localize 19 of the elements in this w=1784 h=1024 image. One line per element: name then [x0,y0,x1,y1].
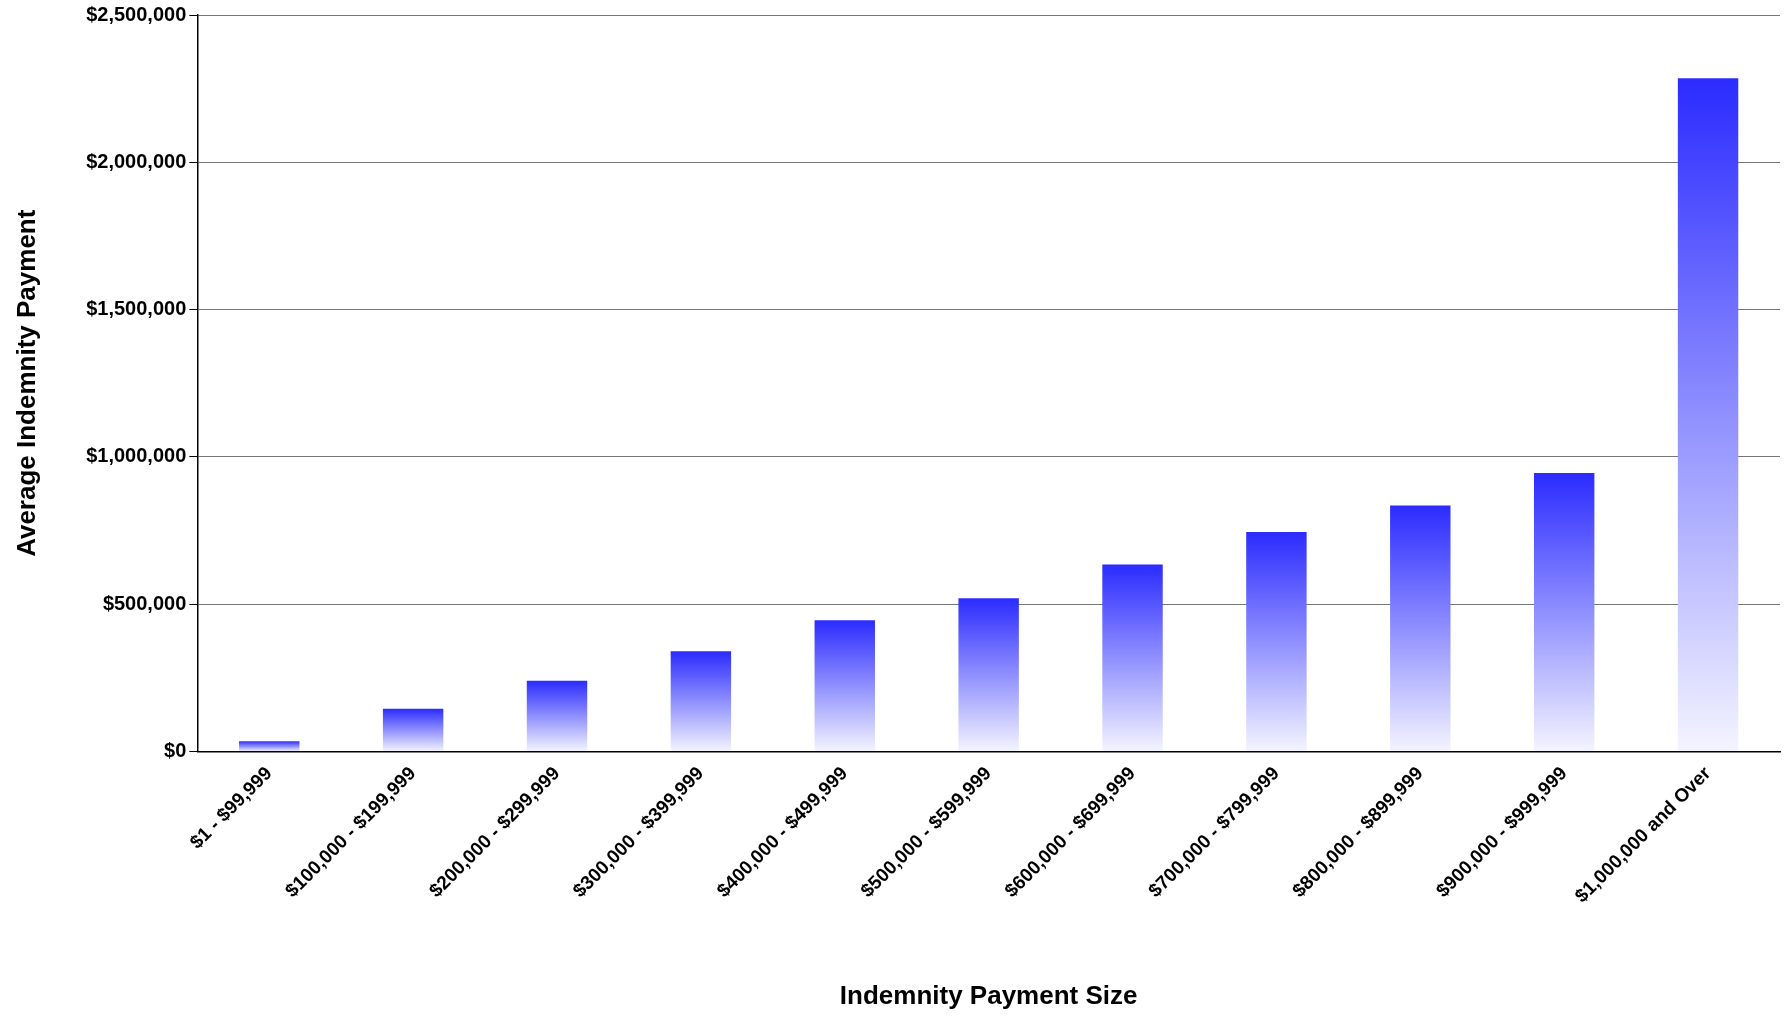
bar [1533,473,1595,751]
bar [239,741,300,751]
bar [1246,532,1307,751]
y-tick-label: $0 [164,738,187,761]
bar [814,620,875,751]
y-tick-label: $2,500,000 [86,2,187,25]
bar [1390,505,1451,751]
bar [958,598,1019,751]
bar [1102,564,1163,751]
bar [1677,78,1739,751]
y-tick-label: $500,000 [102,591,187,614]
bar [670,651,732,751]
y-tick-label: $2,000,000 [86,149,187,172]
y-tick-label: $1,000,000 [86,444,187,467]
y-axis-title: Average Indemnity Payment [10,209,41,557]
y-tick-label: $1,500,000 [86,297,187,320]
bar [382,708,444,751]
x-axis-title: Indemnity Payment Size [839,979,1138,1010]
bar [526,680,588,751]
